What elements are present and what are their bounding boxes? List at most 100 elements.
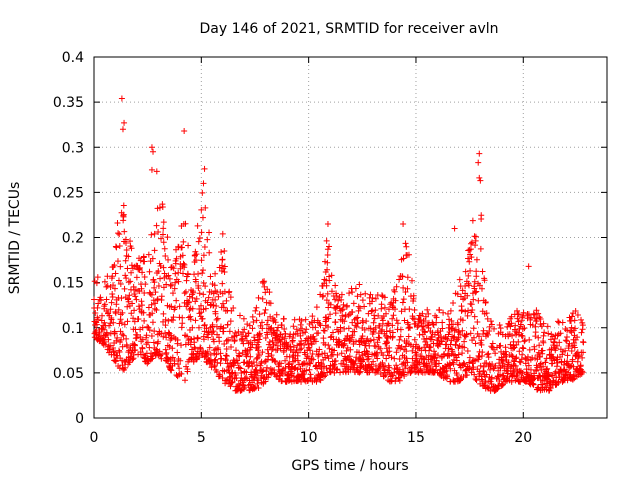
data-point	[170, 314, 177, 321]
data-point	[389, 303, 396, 310]
data-point	[425, 310, 432, 317]
data-point	[537, 353, 544, 360]
data-point	[256, 336, 263, 343]
data-point	[181, 128, 188, 135]
data-point	[349, 289, 356, 296]
data-point	[167, 332, 174, 339]
data-point	[263, 364, 270, 371]
data-point	[405, 251, 412, 258]
data-point	[333, 366, 340, 373]
data-point	[433, 319, 440, 326]
data-point	[507, 323, 514, 330]
data-point	[254, 380, 261, 387]
data-point	[532, 329, 539, 336]
data-point	[455, 351, 462, 358]
data-point	[113, 244, 120, 251]
data-point	[249, 313, 256, 320]
data-point	[212, 310, 219, 317]
data-point	[558, 374, 565, 381]
data-point	[367, 337, 374, 344]
data-point	[328, 272, 335, 279]
data-point	[302, 316, 309, 323]
data-point	[171, 360, 178, 367]
data-point	[107, 320, 114, 327]
data-point	[469, 360, 476, 367]
data-point	[165, 256, 172, 263]
data-point	[430, 321, 437, 328]
x-tick-label: 15	[407, 430, 425, 446]
x-tick-label: 20	[514, 430, 532, 446]
data-point	[356, 369, 363, 376]
data-point	[241, 326, 248, 333]
data-point	[486, 384, 493, 391]
data-point	[204, 236, 211, 243]
data-point	[281, 326, 288, 333]
data-point	[454, 291, 461, 298]
data-point	[483, 359, 490, 366]
data-point	[172, 270, 179, 277]
data-point	[540, 320, 547, 327]
data-point	[139, 345, 146, 352]
data-point	[184, 270, 191, 277]
data-point	[168, 303, 175, 310]
data-point	[175, 361, 182, 368]
data-point	[545, 373, 552, 380]
data-point	[519, 369, 526, 376]
data-point	[179, 252, 186, 259]
data-point	[391, 288, 398, 295]
data-point	[271, 357, 278, 364]
data-point	[466, 365, 473, 372]
data-point	[315, 330, 322, 337]
data-point	[386, 348, 393, 355]
data-point	[529, 380, 536, 387]
data-point	[159, 204, 166, 211]
data-point	[198, 206, 205, 213]
data-point	[474, 318, 481, 325]
data-point	[104, 331, 111, 338]
data-point	[298, 345, 305, 352]
data-point	[339, 312, 346, 319]
data-point	[146, 327, 153, 334]
data-point	[473, 273, 480, 280]
data-point	[354, 320, 361, 327]
data-point	[447, 307, 454, 314]
data-point	[400, 296, 407, 303]
data-point	[555, 370, 562, 377]
data-point	[343, 347, 350, 354]
y-tick-label: 0.2	[62, 231, 84, 247]
data-point	[227, 383, 234, 390]
data-point	[462, 308, 469, 315]
y-tick-label: 0.4	[62, 50, 84, 66]
data-point	[469, 239, 476, 246]
data-point	[256, 352, 263, 359]
data-point	[285, 361, 292, 368]
data-point	[416, 316, 423, 323]
data-point	[209, 329, 216, 336]
data-point	[459, 317, 466, 324]
data-point	[259, 349, 266, 356]
data-point	[233, 332, 240, 339]
data-point	[323, 237, 330, 244]
data-point	[372, 295, 379, 302]
data-point	[393, 362, 400, 369]
data-point	[352, 338, 359, 345]
data-point	[504, 374, 511, 381]
data-point	[148, 144, 155, 151]
data-point	[303, 326, 310, 333]
data-point	[537, 360, 544, 367]
data-point	[338, 296, 345, 303]
data-point	[422, 318, 429, 325]
data-point	[472, 289, 479, 296]
data-point	[111, 285, 118, 292]
data-point	[210, 302, 217, 309]
data-point	[394, 320, 401, 327]
data-point	[323, 365, 330, 372]
data-point	[482, 299, 489, 306]
data-point	[132, 293, 139, 300]
data-point	[332, 282, 339, 289]
data-point	[169, 290, 176, 297]
data-point	[150, 148, 157, 155]
data-point	[320, 327, 327, 334]
data-point	[580, 349, 587, 356]
data-point	[480, 327, 487, 334]
